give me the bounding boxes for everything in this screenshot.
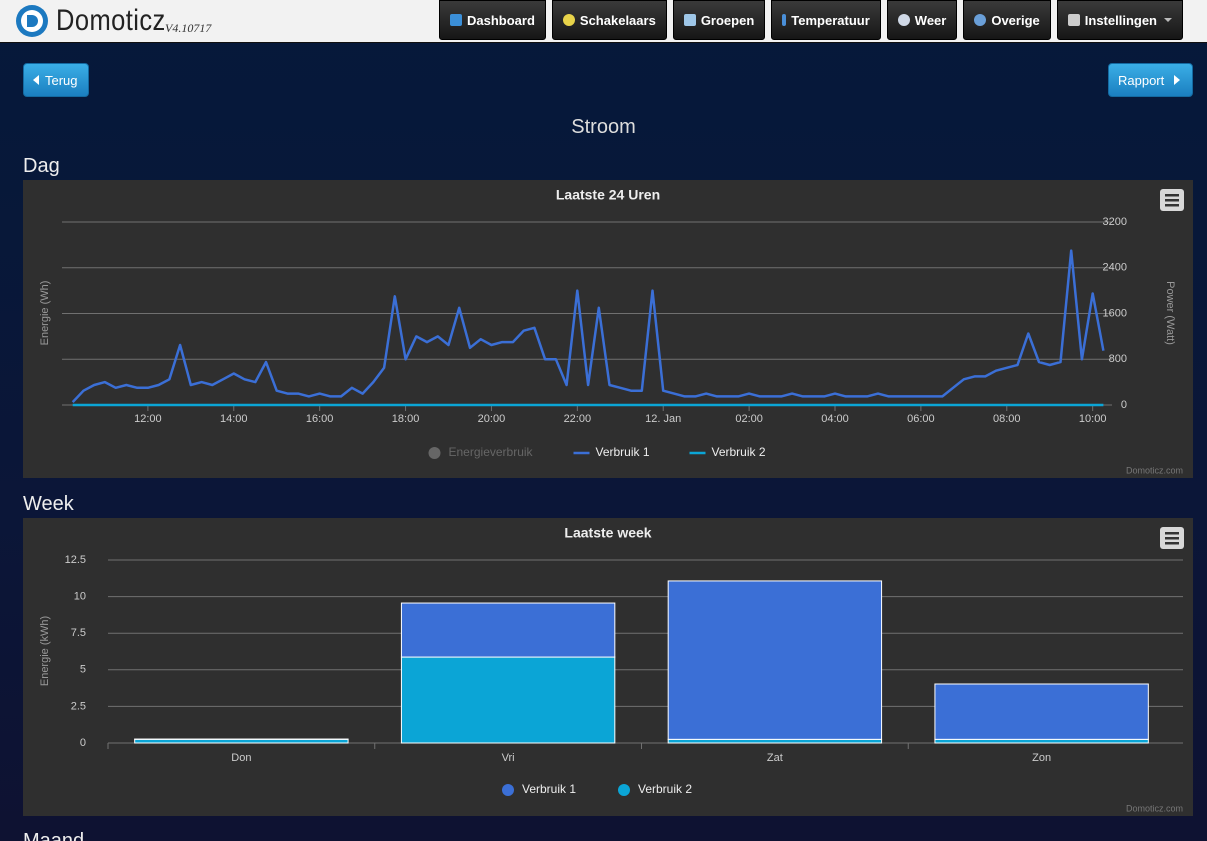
- bar[interactable]: [134, 738, 349, 744]
- x-tick-label: 18:00: [392, 413, 420, 425]
- x-tick-label: 02:00: [735, 413, 763, 425]
- x-tick-label: 06:00: [907, 413, 935, 425]
- menu-icon: [1165, 542, 1179, 545]
- x-tick-label: 22:00: [564, 413, 592, 425]
- y-tick-label: 7.5: [71, 627, 86, 639]
- nav: Dashboard Schakelaars Groepen Temperatuu…: [439, 0, 1183, 40]
- report-button[interactable]: Rapport: [1108, 63, 1193, 97]
- credits: Domoticz.com: [1126, 803, 1183, 813]
- menu-icon: [1165, 532, 1179, 535]
- page-title: Stroom: [571, 116, 636, 138]
- x-tick-label: Zon: [1032, 752, 1051, 764]
- bar[interactable]: [400, 602, 616, 658]
- nav-label: Schakelaars: [579, 12, 656, 28]
- y-tick-label: 12.5: [65, 554, 86, 566]
- bar[interactable]: [934, 683, 1149, 740]
- section-title: Dag: [23, 155, 60, 177]
- y-tick-label: 10: [74, 591, 86, 603]
- legend-label[interactable]: Energieverbruik: [449, 445, 534, 459]
- x-tick-label: 20:00: [478, 413, 506, 425]
- nav-button[interactable]: Schakelaars: [551, 0, 667, 40]
- y2-tick-label: 3200: [1103, 216, 1127, 228]
- chart-panel: Laatste 24 Uren Domoticz.com 0 800 1600 2400 3…: [23, 180, 1193, 478]
- x-tick-label: 08:00: [993, 413, 1021, 425]
- nav-label: Dashboard: [467, 12, 535, 28]
- nav-button[interactable]: Instellingen: [1056, 0, 1183, 40]
- x-tick-label: Zat: [767, 752, 783, 764]
- back-button[interactable]: Terug: [23, 63, 89, 97]
- logo-icon: [16, 5, 48, 37]
- x-tick-label: 16:00: [306, 413, 334, 425]
- nav-button[interactable]: Overige: [963, 0, 1051, 40]
- legend-symbol: [618, 784, 630, 796]
- report-label: Rapport: [1118, 72, 1165, 88]
- section-title: Week: [23, 493, 74, 515]
- x-tick-label: 14:00: [220, 413, 248, 425]
- y-axis-title: Energie (Wh): [39, 281, 51, 346]
- credits: Domoticz.com: [1126, 465, 1183, 475]
- menu-icon: [1165, 537, 1179, 540]
- legend-label[interactable]: Verbruik 2: [712, 445, 766, 459]
- chart-title: Laatste week: [564, 525, 651, 541]
- x-tick-label: 12. Jan: [645, 413, 681, 425]
- bar[interactable]: [934, 738, 1149, 744]
- legend-symbol: [428, 447, 441, 459]
- nav-label: Instellingen: [1084, 12, 1157, 28]
- nav-button[interactable]: Temperatuur: [771, 0, 881, 40]
- series-line: [71, 249, 1105, 403]
- version: V4.10717: [165, 21, 212, 35]
- nav-button[interactable]: Dashboard: [439, 0, 546, 40]
- legend-label[interactable]: Verbruik 2: [638, 782, 692, 796]
- chart-panel: Laatste week Domoticz.com 0 2.5 5 7.5 10 12.5 En…: [23, 518, 1193, 816]
- x-tick-label: 12:00: [134, 413, 162, 425]
- y-tick-label: 5: [80, 664, 86, 676]
- nav-label: Weer: [914, 12, 947, 28]
- nav-label: Overige: [991, 12, 1040, 28]
- menu-icon: [1165, 194, 1179, 197]
- y2-tick-label: 2400: [1103, 262, 1127, 274]
- menu-icon: [1165, 204, 1179, 207]
- chart-title: Laatste 24 Uren: [556, 187, 660, 203]
- x-tick-label: Don: [231, 752, 251, 764]
- section-title: Maand: [23, 830, 85, 841]
- legend-label[interactable]: Verbruik 1: [522, 782, 576, 796]
- logo-text[interactable]: Domoticz: [56, 4, 166, 37]
- top-bar: Domoticz V4.10717 Dashboard Schakelaars …: [0, 0, 1207, 43]
- nav-label: Groepen: [700, 12, 755, 28]
- back-label: Terug: [45, 72, 78, 88]
- nav-button[interactable]: Weer: [886, 0, 958, 40]
- x-tick-label: Vri: [502, 752, 515, 764]
- bar[interactable]: [667, 580, 883, 740]
- nav-button[interactable]: Groepen: [672, 0, 766, 40]
- legend-label[interactable]: Verbruik 1: [596, 445, 650, 459]
- y-tick-label: 2.5: [71, 700, 86, 712]
- x-tick-label: 04:00: [821, 413, 849, 425]
- y2-axis-title: Power (Watt): [1164, 281, 1176, 345]
- y2-tick-label: 1600: [1103, 307, 1127, 319]
- x-tick-label: 10:00: [1079, 413, 1107, 425]
- bar[interactable]: [667, 738, 883, 744]
- menu-icon: [1165, 199, 1179, 202]
- bar[interactable]: [400, 656, 616, 744]
- y2-tick-label: 0: [1121, 399, 1127, 411]
- y2-tick-label: 800: [1109, 353, 1127, 365]
- y-tick-label: 0: [80, 737, 86, 749]
- y-axis-title: Energie (kWh): [39, 616, 51, 686]
- legend-symbol: [502, 784, 514, 796]
- nav-label: Temperatuur: [791, 12, 870, 28]
